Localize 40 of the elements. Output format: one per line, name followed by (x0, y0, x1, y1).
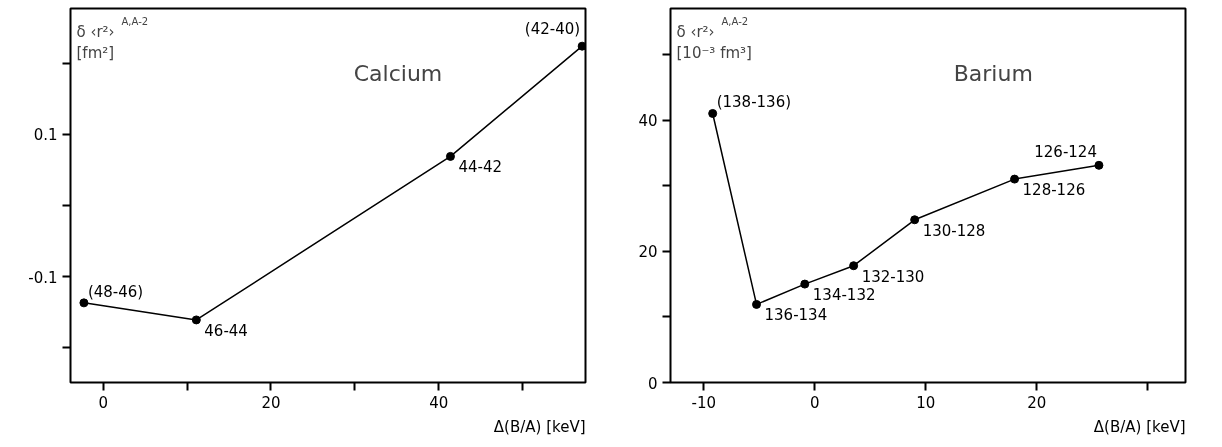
x-tick-label: 20 (261, 393, 281, 412)
y-tick-label: 20 (638, 243, 658, 262)
x-tick-label: 0 (98, 393, 108, 412)
text: Barium (953, 60, 1033, 86)
x-tick-label: -10 (691, 393, 717, 412)
point (1010, 174, 1020, 184)
annotation: 126-124 (1034, 143, 1097, 162)
point (800, 279, 810, 289)
point (445, 151, 455, 161)
annotation: 136-134 (764, 306, 828, 325)
annotation: 46-44 (204, 321, 248, 340)
text: δ ‹r²›A,A-2 [10⁻³ fm³] (676, 15, 752, 62)
x-tick-label: 10 (916, 393, 936, 412)
annotation: (138-136) (716, 93, 792, 112)
point (910, 215, 920, 225)
annotation: (42-40) (524, 20, 581, 39)
annotation: 130-128 (922, 221, 986, 240)
x-tick-label: 20 (1027, 393, 1047, 412)
annotation: 134-132 (812, 286, 876, 305)
point (708, 108, 718, 118)
annotation: (48-46) (87, 282, 144, 301)
point (577, 41, 586, 51)
annotation: 132-130 (861, 267, 925, 286)
x-tick-label: 0 (810, 393, 820, 412)
point (1094, 160, 1104, 170)
point (752, 299, 762, 309)
point (79, 298, 89, 308)
point (191, 315, 201, 325)
annotation: 44-42 (458, 158, 503, 177)
x-tick-label: 40 (429, 393, 449, 412)
text: δ ‹r²›A,A-2 [fm²] (76, 15, 149, 62)
x-axis-title: Δ(B/A) [keV] (493, 417, 586, 436)
text: Calcium (353, 60, 443, 86)
y-tick-label: 0 (647, 374, 658, 393)
annotation: 128-126 (1022, 181, 1086, 200)
y-tick-label: 40 (638, 112, 658, 131)
y-tick-label: 0.1 (33, 126, 58, 145)
y-tick-label: -0.1 (28, 268, 58, 287)
x-axis-title: Δ(B/A) [keV] (1093, 417, 1186, 436)
point (849, 261, 859, 271)
